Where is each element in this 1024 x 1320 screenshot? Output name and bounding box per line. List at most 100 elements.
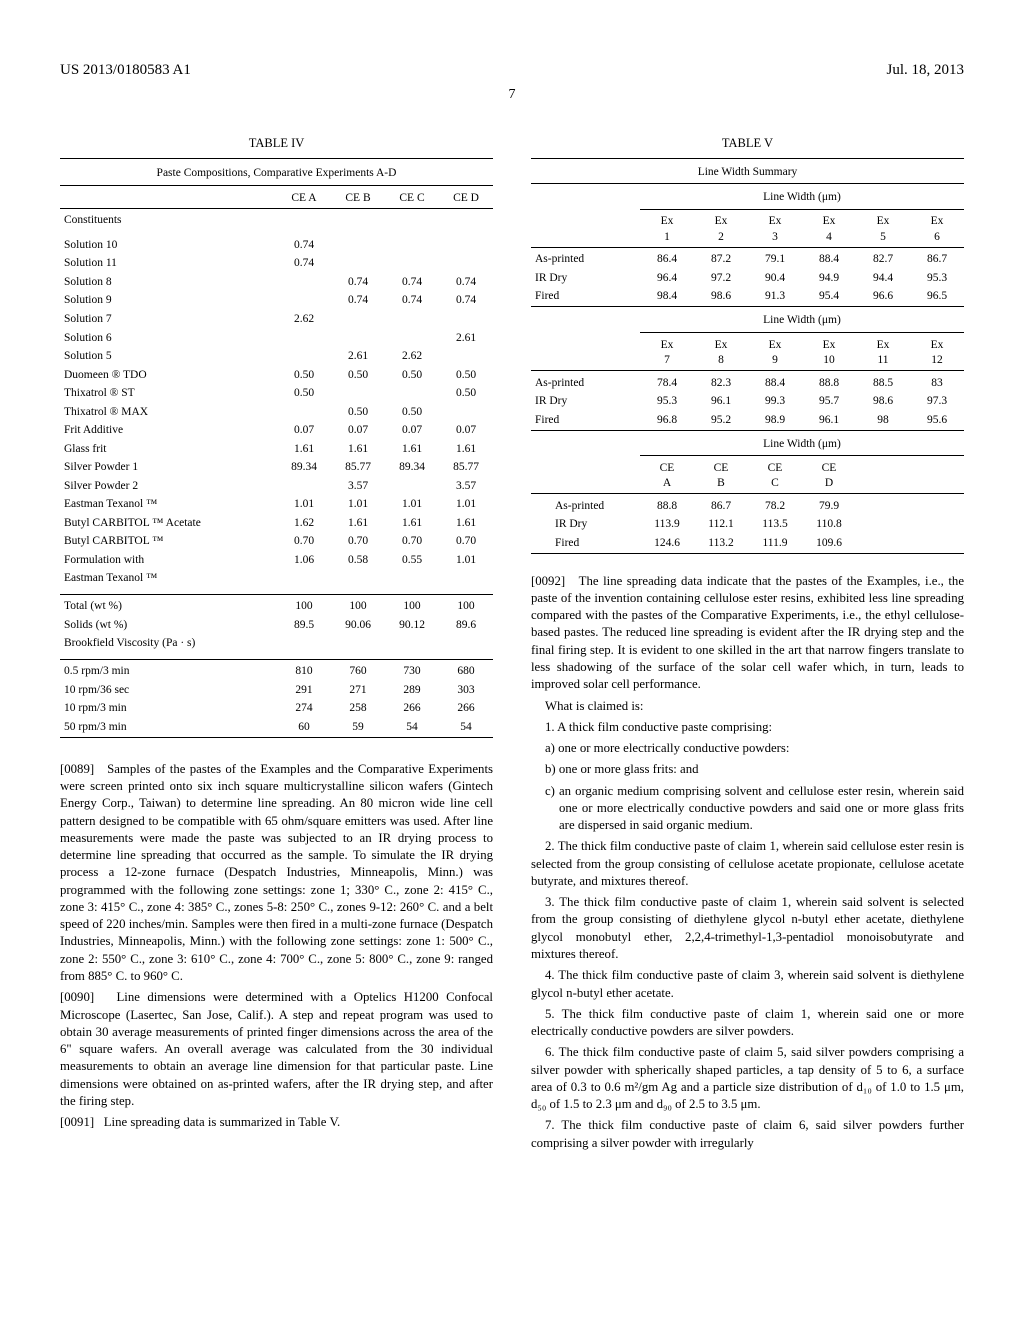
- claims-intro: What is claimed is:: [531, 698, 964, 715]
- cell: 96.1: [802, 411, 856, 430]
- cell: 0.74: [385, 292, 439, 311]
- cell: [331, 310, 385, 329]
- row-label: Solution 6: [60, 329, 277, 348]
- table-row: Thixatrol ® ST0.500.50: [60, 385, 493, 404]
- cell: 0.70: [385, 533, 439, 552]
- cell: 100: [331, 598, 385, 617]
- two-column-layout: TABLE IV Paste Compositions, Comparative…: [60, 135, 964, 1156]
- table-row: Eastman Texanol ™: [60, 570, 493, 589]
- table-row: Fired124.6113.2111.9109.6: [531, 534, 964, 553]
- table5-title: TABLE V: [531, 135, 964, 152]
- cell: [439, 403, 493, 422]
- cell: 0.74: [277, 255, 331, 274]
- table-row: Silver Powder 23.573.57: [60, 477, 493, 496]
- cell: 1.62: [277, 514, 331, 533]
- cell: 98.6: [856, 393, 910, 412]
- cell: 0.74: [385, 273, 439, 292]
- table-row: 50 rpm/3 min60595454: [60, 718, 493, 737]
- table-row: 0.5 rpm/3 min810760730680: [60, 663, 493, 682]
- table5-col-header: CEA: [640, 459, 694, 494]
- cell: 95.7: [802, 393, 856, 412]
- cell: [439, 348, 493, 367]
- cell: 0.50: [439, 366, 493, 385]
- row-label: Silver Powder 1: [60, 459, 277, 478]
- cell: 1.01: [439, 551, 493, 570]
- cell: 88.5: [856, 374, 910, 393]
- cell: [385, 477, 439, 496]
- claim-7: 7. The thick film conductive paste of cl…: [531, 1117, 964, 1152]
- table-row: Frit Additive0.070.070.070.07: [60, 422, 493, 441]
- para-text: The line spreading data indicate that th…: [531, 574, 964, 692]
- cell: 89.34: [385, 459, 439, 478]
- row-label: 10 rpm/3 min: [60, 700, 277, 719]
- claim-1b: b) one or more glass frits: and: [531, 761, 964, 778]
- cell: [277, 292, 331, 311]
- table-row: As-printed86.487.279.188.482.786.7: [531, 251, 964, 270]
- cell: 99.3: [748, 393, 802, 412]
- cell: [331, 570, 385, 589]
- cell: 3.57: [331, 477, 385, 496]
- cell: 0.50: [439, 385, 493, 404]
- cell: 100: [439, 598, 493, 617]
- row-label: Eastman Texanol ™: [60, 496, 277, 515]
- cell: 0.70: [439, 533, 493, 552]
- cell: 1.61: [439, 514, 493, 533]
- table-row: Solution 52.612.62: [60, 348, 493, 367]
- row-label: Solution 9: [60, 292, 277, 311]
- cell: 271: [331, 681, 385, 700]
- cell: 90.4: [748, 269, 802, 288]
- table-row: Thixatrol ® MAX0.500.50: [60, 403, 493, 422]
- row-label: Butyl CARBITOL ™ Acetate: [60, 514, 277, 533]
- cell: [385, 255, 439, 274]
- cell: 1.61: [439, 440, 493, 459]
- cell: [385, 236, 439, 255]
- cell: 0.07: [439, 422, 493, 441]
- table4-subtitle: Paste Compositions, Comparative Experime…: [60, 162, 493, 186]
- cell: 0.74: [331, 273, 385, 292]
- cell: [439, 570, 493, 589]
- cell: 96.6: [856, 288, 910, 307]
- cell: 88.4: [748, 374, 802, 393]
- table-row: Solution 80.740.740.74: [60, 273, 493, 292]
- row-label: Solution 7: [60, 310, 277, 329]
- left-column: TABLE IV Paste Compositions, Comparative…: [60, 135, 493, 1156]
- table-row: Solution 100.74: [60, 236, 493, 255]
- table-row: Solids (wt %)89.590.0690.1289.6: [60, 616, 493, 635]
- cell: 113.5: [748, 516, 802, 535]
- row-label: Solids (wt %): [60, 616, 277, 635]
- cell: 90.12: [385, 616, 439, 635]
- row-label: Glass frit: [60, 440, 277, 459]
- table5-col-header: Ex6: [910, 213, 964, 248]
- table-row: Formulation with1.060.580.551.01: [60, 551, 493, 570]
- cell: 1.06: [277, 551, 331, 570]
- cell: 1.61: [277, 440, 331, 459]
- cell: 60: [277, 718, 331, 737]
- cell: 0.74: [439, 292, 493, 311]
- cell: 113.2: [694, 534, 748, 553]
- row-label: Total (wt %): [60, 598, 277, 617]
- cell: 97.2: [694, 269, 748, 288]
- row-label: IR Dry: [531, 393, 640, 412]
- row-label: Silver Powder 2: [60, 477, 277, 496]
- table-row: 10 rpm/36 sec291271289303: [60, 681, 493, 700]
- cell: 0.50: [331, 403, 385, 422]
- cell: 110.8: [802, 516, 856, 535]
- paragraph-90: [0090] Line dimensions were determined w…: [60, 989, 493, 1110]
- table4-col-header: CE B: [331, 189, 385, 208]
- table5-col-header: Ex9: [748, 336, 802, 371]
- row-label: Brookfield Viscosity (Pa · s): [60, 635, 277, 654]
- cell: 258: [331, 700, 385, 719]
- row-label: Fired: [531, 534, 640, 553]
- table-row: Fired98.498.691.395.496.696.5: [531, 288, 964, 307]
- claim-3: 3. The thick film conductive paste of cl…: [531, 894, 964, 963]
- cell: 266: [439, 700, 493, 719]
- cell: 98.6: [694, 288, 748, 307]
- cell: [331, 255, 385, 274]
- cell: [385, 570, 439, 589]
- page-header: US 2013/0180583 A1 Jul. 18, 2013: [60, 62, 964, 79]
- table-row: Solution 72.62: [60, 310, 493, 329]
- table-row: IR Dry95.396.199.395.798.697.3: [531, 393, 964, 412]
- row-label: Thixatrol ® MAX: [60, 403, 277, 422]
- cell: 88.4: [802, 251, 856, 270]
- row-label: Duomeen ® TDO: [60, 366, 277, 385]
